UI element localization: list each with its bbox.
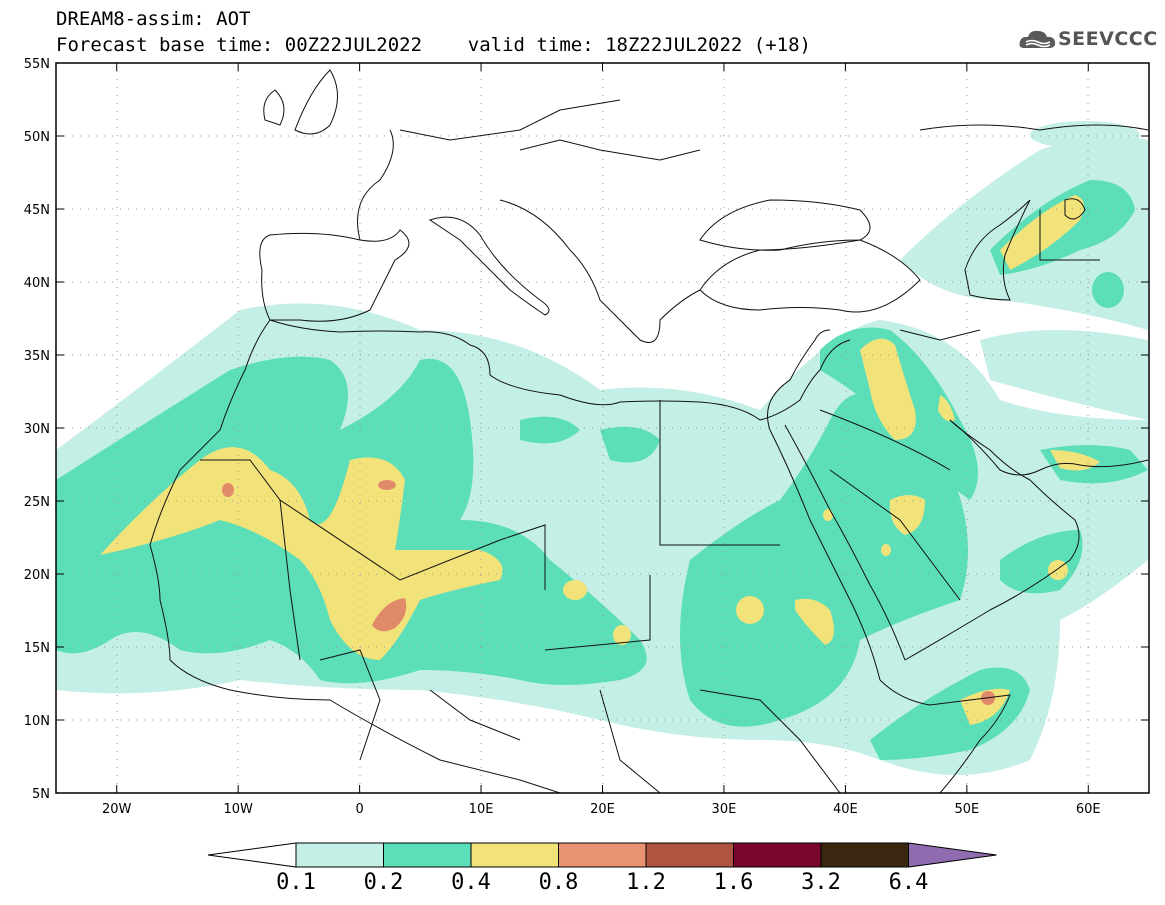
colorbar-lower-extend xyxy=(207,842,297,868)
lat-label: 50N xyxy=(24,130,50,145)
colorbar-box xyxy=(820,842,909,868)
lat-label: 30N xyxy=(24,422,50,437)
lon-label: 30E xyxy=(712,802,737,817)
colorbar-label: 1.6 xyxy=(713,870,754,895)
map-title: DREAM8-assim: AOT xyxy=(56,8,251,30)
lat-axis: 55N 50N 45N 40N 35N 30N 25N 20N 15N 10N 5N xyxy=(24,57,1149,802)
lon-axis: 20W 10W 0 10E 20E 30E 40E 50E 60E xyxy=(102,63,1101,817)
lon-label: 40E xyxy=(833,802,858,817)
aot-shading xyxy=(56,121,1148,775)
lon-label: 10W xyxy=(223,802,253,817)
lat-label: 45N xyxy=(24,203,50,218)
lat-label: 55N xyxy=(24,57,50,72)
lat-label: 35N xyxy=(24,349,50,364)
colorbar-label: 1.2 xyxy=(626,870,666,895)
coastlines xyxy=(149,69,1149,793)
cloud-icon xyxy=(1019,30,1056,48)
logo-text: SEEVCCC xyxy=(1058,28,1158,50)
colorbar-box xyxy=(645,842,734,868)
lat-label: 25N xyxy=(24,495,50,510)
lat-label: 10N xyxy=(24,714,50,729)
lon-label: 20W xyxy=(102,802,132,817)
colorbar-label: 0.2 xyxy=(363,870,404,895)
colorbar-box xyxy=(470,842,559,868)
lon-label: 10E xyxy=(469,802,494,817)
colorbar-box xyxy=(733,842,822,868)
forecast-time-line: Forecast base time: 00Z22JUL2022 valid t… xyxy=(56,34,811,56)
colorbar-upper-extend xyxy=(908,842,997,868)
lon-label: 0 xyxy=(355,802,363,817)
colorbar-label: 0.1 xyxy=(276,870,316,895)
lat-label: 5N xyxy=(32,787,50,802)
colorbar xyxy=(207,842,997,868)
lat-label: 15N xyxy=(24,641,50,656)
lat-label: 40N xyxy=(24,276,50,291)
colorbar-box xyxy=(383,842,472,868)
colorbar-box xyxy=(295,842,384,868)
colorbar-label: 6.4 xyxy=(888,870,929,895)
lon-label: 20E xyxy=(590,802,615,817)
lon-label: 60E xyxy=(1076,802,1101,817)
graticule xyxy=(56,63,1149,793)
colorbar-label: 3.2 xyxy=(801,870,841,895)
lon-label: 50E xyxy=(954,802,979,817)
colorbar-label: 0.4 xyxy=(451,870,491,895)
colorbar-label: 0.8 xyxy=(538,870,579,895)
colorbar-box xyxy=(558,842,647,868)
lat-label: 20N xyxy=(24,568,50,583)
